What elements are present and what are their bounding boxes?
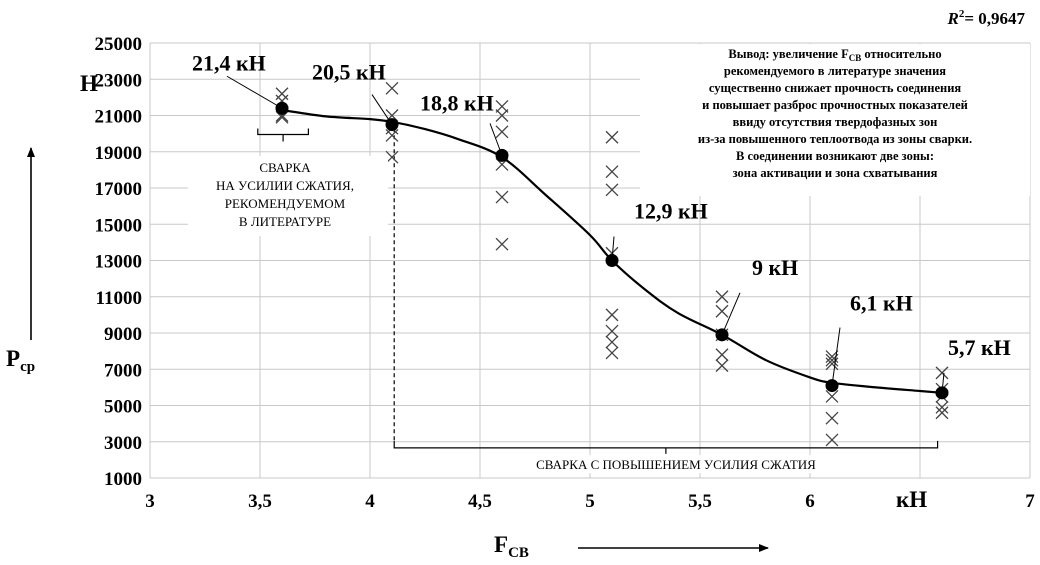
- left-caption: СВАРКА НА УСИЛИИ СЖАТИЯ, РЕКОМЕНДУЕМОМ В ЛИ…: [216, 160, 354, 229]
- y-tick-label: 15000: [95, 215, 143, 236]
- sample-cross: [495, 125, 509, 139]
- sample-cross: [605, 335, 619, 349]
- y-tick-label: 13000: [95, 252, 143, 273]
- value-label: 5,7 кН: [948, 335, 1011, 360]
- left-bracket: [257, 128, 309, 142]
- sample-cross: [495, 109, 509, 122]
- value-label: 9 кН: [752, 255, 798, 280]
- x-tick-label: 7: [1025, 491, 1035, 512]
- y-unit-label: Н: [80, 71, 98, 96]
- sample-cross: [935, 400, 949, 414]
- gridlines: [149, 42, 1031, 479]
- sample-cross: [495, 237, 509, 251]
- conclusion-line: рекомендуемого в литературе значения: [724, 64, 946, 78]
- y-tick-label: 21000: [95, 107, 143, 128]
- bottom-bracket: [393, 440, 939, 454]
- sample-cross: [605, 308, 619, 322]
- y-tick-label: 25000: [95, 34, 143, 55]
- sample-cross: [935, 406, 949, 420]
- value-label: 12,9 кН: [634, 199, 708, 224]
- y-tick-label: 7000: [104, 360, 142, 381]
- value-label: 21,4 кН: [192, 50, 266, 75]
- y-tick-label: 17000: [95, 179, 143, 200]
- tick-labels: 1000 3000 5000 7000 9000 11000 13000 15000 17000…: [95, 34, 1036, 512]
- conclusion-line: Вывод: увеличение FСВ относительно: [728, 47, 941, 63]
- conclusion-line: существенно снижает прочность соединения: [709, 81, 962, 95]
- x-tick-label: 5: [585, 491, 595, 512]
- sample-cross: [275, 87, 289, 101]
- sample-cross: [605, 165, 619, 179]
- conclusion-box-bg: [640, 44, 1030, 196]
- sample-cross: [605, 346, 619, 360]
- left-caption-line: СВАРКА: [259, 160, 311, 175]
- y-tick-label: 19000: [95, 143, 143, 164]
- conclusion-line: и повышает разброс прочностных показател…: [702, 98, 968, 112]
- y-tick-label: 5000: [104, 397, 142, 418]
- conclusion-note: Вывод: увеличение FСВ относительнорекоме…: [698, 47, 972, 180]
- x-unit-label: кН: [896, 487, 927, 512]
- sample-cross: [825, 389, 839, 403]
- sample-cross: [715, 290, 729, 304]
- y-tick-label: 23000: [95, 70, 143, 91]
- value-leader: [489, 123, 503, 156]
- sample-cross: [715, 348, 729, 362]
- x-tick-label: 3: [145, 491, 155, 512]
- sample-cross: [605, 324, 619, 338]
- conclusion-line: из-за повышенного теплоотвода из зоны св…: [698, 132, 972, 146]
- sample-cross: [825, 411, 839, 425]
- sample-cross: [495, 190, 509, 204]
- sample-cross: [715, 359, 729, 373]
- y-axis-label: Pср: [6, 346, 35, 375]
- value-label: 20,5 кН: [312, 60, 386, 85]
- x-tick-label: 6: [805, 491, 815, 512]
- y-tick-label: 3000: [104, 433, 142, 454]
- left-caption-bg: [188, 156, 388, 236]
- sample-cross: [825, 433, 839, 447]
- x-tick-label: 4,5: [468, 491, 492, 512]
- bottom-caption-bg: [485, 455, 870, 473]
- y-tick-label: 11000: [96, 288, 142, 309]
- conclusion-line: ввиду отсутствия твердофазных зон: [733, 115, 938, 129]
- value-leader: [611, 236, 615, 261]
- sample-cross: [715, 304, 729, 318]
- y-tick-label: 1000: [104, 469, 142, 490]
- value-label: 6,1 кН: [850, 291, 913, 316]
- conclusion-line: зона активации и зона схватывания: [733, 166, 938, 180]
- x-tick-label: 3,5: [248, 491, 272, 512]
- bottom-caption: СВАРКА С ПОВЫШЕНИЕМ УСИЛИЯ СЖАТИЯ: [536, 457, 816, 472]
- y-tick-label: 9000: [104, 324, 142, 345]
- r-squared-label: R2= 0,9647: [946, 8, 1025, 28]
- left-caption-line: РЕКОМЕНДУЕМОМ: [225, 196, 346, 211]
- sample-cross: [385, 81, 399, 95]
- sample-cross: [495, 99, 509, 113]
- left-caption-line: НА УСИЛИИ СЖАТИЯ,: [216, 178, 354, 193]
- value-label: 18,8 кН: [420, 90, 494, 115]
- sample-cross: [605, 130, 619, 144]
- sample-cross: [605, 183, 619, 197]
- value-leader: [226, 75, 283, 109]
- x-tick-label: 4: [365, 491, 375, 512]
- x-axis-label: FСВ: [494, 532, 529, 561]
- x-tick-label: 5,5: [688, 491, 712, 512]
- value-leader: [371, 94, 393, 125]
- conclusion-line: В соединении возникают две зоны:: [736, 149, 934, 163]
- value-leader: [721, 292, 741, 336]
- value-labels: 21,4 кН 20,5 кН 18,8 кН 12,9 кН 9 кН 6,1 кН 5,…: [192, 50, 1011, 393]
- sample-cross: [935, 366, 949, 380]
- left-caption-line: В ЛИТЕРАТУРЕ: [239, 214, 331, 229]
- range-brackets: [257, 128, 939, 454]
- value-leader: [831, 327, 841, 386]
- value-leader: [941, 372, 945, 393]
- sample-cross: [385, 128, 399, 142]
